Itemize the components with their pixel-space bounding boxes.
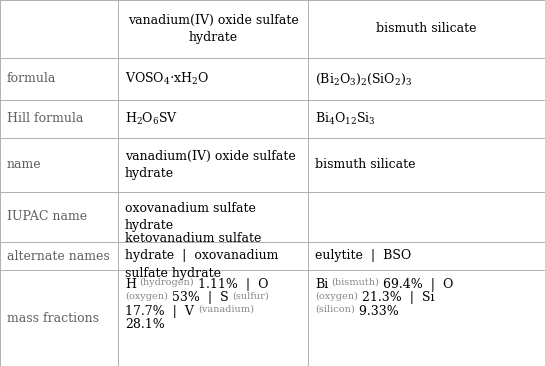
Text: (oxygen): (oxygen) [315,291,358,300]
Text: (vanadium): (vanadium) [198,305,254,314]
Text: $\mathregular{VOSO_4{\cdot}xH_2O}$: $\mathregular{VOSO_4{\cdot}xH_2O}$ [125,71,209,87]
Text: IUPAC name: IUPAC name [7,210,87,224]
Text: 17.7%  |  V: 17.7% | V [125,305,198,318]
Text: alternate names: alternate names [7,250,110,262]
Text: H: H [125,278,136,291]
Text: 69.4%  |  O: 69.4% | O [379,278,453,291]
Text: eulytite  |  BSO: eulytite | BSO [315,250,411,262]
Text: (sulfur): (sulfur) [233,291,269,300]
Text: bismuth silicate: bismuth silicate [376,22,477,36]
Text: Hill formula: Hill formula [7,112,83,126]
Text: vanadium(IV) oxide sulfate
hydrate: vanadium(IV) oxide sulfate hydrate [128,14,298,44]
Text: vanadium(IV) oxide sulfate
hydrate: vanadium(IV) oxide sulfate hydrate [125,150,296,180]
Text: mass fractions: mass fractions [7,311,99,325]
Text: (hydrogen): (hydrogen) [139,278,194,287]
Text: 9.33%: 9.33% [355,305,398,318]
Text: 21.3%  |  Si: 21.3% | Si [358,291,434,305]
Text: 1.11%  |  O: 1.11% | O [194,278,268,291]
Text: (silicon): (silicon) [315,305,355,314]
Text: formula: formula [7,72,56,86]
Text: bismuth silicate: bismuth silicate [315,158,415,172]
Text: 53%  |  S: 53% | S [168,291,233,305]
Text: name: name [7,158,41,172]
Text: $\mathregular{H_2O_6SV}$: $\mathregular{H_2O_6SV}$ [125,111,178,127]
Text: $\mathregular{(Bi_2O_3)_2(SiO_2)_3}$: $\mathregular{(Bi_2O_3)_2(SiO_2)_3}$ [315,71,412,87]
Text: Bi: Bi [315,278,328,291]
Text: $\mathregular{Bi_4O_{12}Si_3}$: $\mathregular{Bi_4O_{12}Si_3}$ [315,111,376,127]
Text: (oxygen): (oxygen) [125,291,168,300]
Text: oxovanadium sulfate
hydrate: oxovanadium sulfate hydrate [125,202,256,232]
Text: 28.1%: 28.1% [125,318,165,332]
Text: ketovanadium sulfate
hydrate  |  oxovanadium
sulfate hydrate: ketovanadium sulfate hydrate | oxovanadi… [125,232,278,280]
Text: (bismuth): (bismuth) [331,278,379,287]
